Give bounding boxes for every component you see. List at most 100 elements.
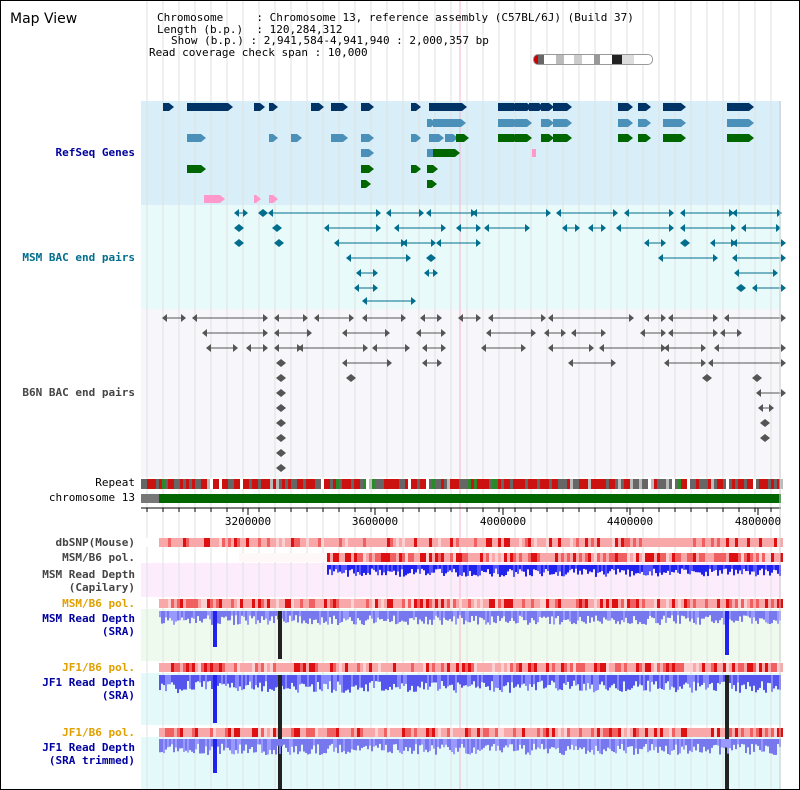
- repeat-segment: [723, 479, 726, 489]
- polymorphism-cell: [399, 553, 402, 562]
- depth-bar: [489, 739, 491, 751]
- bac-end-marker: [707, 374, 712, 382]
- polymorphism-cell: [258, 728, 261, 737]
- refseq-gene-arrow: [567, 134, 572, 142]
- depth-bar: [617, 611, 619, 622]
- repeat-segment: [174, 479, 177, 489]
- depth-bar: [471, 565, 473, 577]
- depth-bar: [645, 675, 647, 691]
- polymorphism-cell: [753, 538, 756, 547]
- polymorphism-cell: [366, 538, 369, 547]
- depth-bar: [767, 675, 769, 683]
- polymorphism-cell: [228, 663, 231, 672]
- polymorphism-cell: [549, 663, 552, 672]
- depth-bar: [431, 611, 433, 625]
- depth-bar: [407, 565, 409, 574]
- repeat-segment: [294, 479, 297, 489]
- refseq-gene-arrow: [169, 103, 174, 111]
- depth-bar: [649, 739, 651, 751]
- refseq-gene: [254, 103, 260, 111]
- depth-bar: [639, 675, 641, 685]
- polymorphism-cell: [582, 599, 585, 608]
- depth-bar: [317, 739, 319, 745]
- depth-bar: [669, 675, 671, 690]
- polymorphism-cell: [534, 553, 537, 562]
- refseq-gene: [541, 119, 549, 127]
- refseq-gene-arrow: [416, 134, 421, 142]
- refseq-gene: [618, 119, 628, 127]
- depth-bar: [521, 739, 523, 749]
- polymorphism-cell: [474, 728, 477, 737]
- polymorphism-cell: [468, 663, 471, 672]
- polymorphism-cell: [390, 599, 393, 608]
- polymorphism-cell: [543, 599, 546, 608]
- polymorphism-cell: [702, 728, 705, 737]
- depth-bar: [217, 739, 219, 747]
- repeat-segment: [372, 479, 375, 489]
- depth-bar: [187, 739, 189, 753]
- depth-bar: [371, 739, 373, 752]
- polymorphism-cell: [522, 728, 525, 737]
- depth-bar: [637, 565, 639, 574]
- depth-bar: [667, 739, 669, 754]
- bac-end-marker: [402, 239, 407, 247]
- polymorphism-cell: [165, 538, 168, 547]
- polymorphism-cell: [351, 663, 354, 672]
- bac-end-marker: [781, 314, 786, 322]
- depth-bar: [519, 675, 521, 688]
- depth-bar: [641, 611, 643, 624]
- polymorphism-cell: [495, 553, 498, 562]
- bac-end-marker: [162, 314, 167, 322]
- repeat-segment: [393, 479, 396, 489]
- depth-bar: [439, 675, 441, 689]
- polymorphism-cell: [723, 599, 726, 608]
- depth-bar: [547, 611, 549, 617]
- depth-bar: [711, 611, 713, 622]
- depth-bar: [369, 675, 371, 683]
- polymorphism-cell: [246, 663, 249, 672]
- depth-bar: [179, 675, 181, 690]
- repeat-segment: [375, 479, 378, 489]
- depth-bar: [613, 739, 615, 753]
- depth-bar: [375, 611, 377, 623]
- coverage-label: Read coverage check span: [149, 45, 308, 59]
- repeat-segment: [639, 479, 642, 489]
- depth-bar: [501, 739, 503, 753]
- chromosome-ideogram[interactable]: [533, 54, 653, 65]
- bac-end-marker: [376, 224, 381, 232]
- polymorphism-cell: [504, 663, 507, 672]
- polymorphism-cell: [306, 663, 309, 672]
- polymorphism-cell: [180, 728, 183, 737]
- polymorphism-cell: [492, 553, 495, 562]
- depth-bar: [209, 611, 211, 620]
- depth-bar: [205, 739, 207, 747]
- depth-bar: [333, 565, 335, 572]
- refseq-gene-arrow: [749, 103, 754, 111]
- polymorphism-cell: [603, 728, 606, 737]
- bac-end-marker: [362, 314, 367, 322]
- depth-bar: [591, 675, 593, 685]
- depth-bar: [221, 739, 223, 744]
- polymorphism-cell: [282, 728, 285, 737]
- polymorphism-cell: [561, 599, 564, 608]
- bac-end-marker: [568, 359, 573, 367]
- depth-bar: [369, 739, 371, 746]
- polymorphism-cell: [483, 663, 486, 672]
- polymorphism-cell: [270, 599, 273, 608]
- depth-bar: [435, 675, 437, 683]
- polymorphism-cell: [183, 663, 186, 672]
- depth-bar: [373, 565, 375, 571]
- polymorphism-cell: [690, 663, 693, 672]
- dbsnp-label: dbSNP(Mouse): [55, 536, 135, 549]
- polymorphism-cell: [465, 728, 468, 737]
- polymorphism-cell: [474, 599, 477, 608]
- axis-tick-label: 4000000: [479, 515, 527, 528]
- depth-bar: [547, 565, 549, 571]
- depth-bar: [247, 675, 249, 685]
- bac-end-marker: [781, 284, 786, 292]
- polymorphism-cell: [405, 728, 408, 737]
- depth-bar: [159, 675, 161, 691]
- polymorphism-cell: [711, 538, 714, 547]
- depth-bar: [683, 565, 685, 570]
- depth-bar: [373, 611, 375, 624]
